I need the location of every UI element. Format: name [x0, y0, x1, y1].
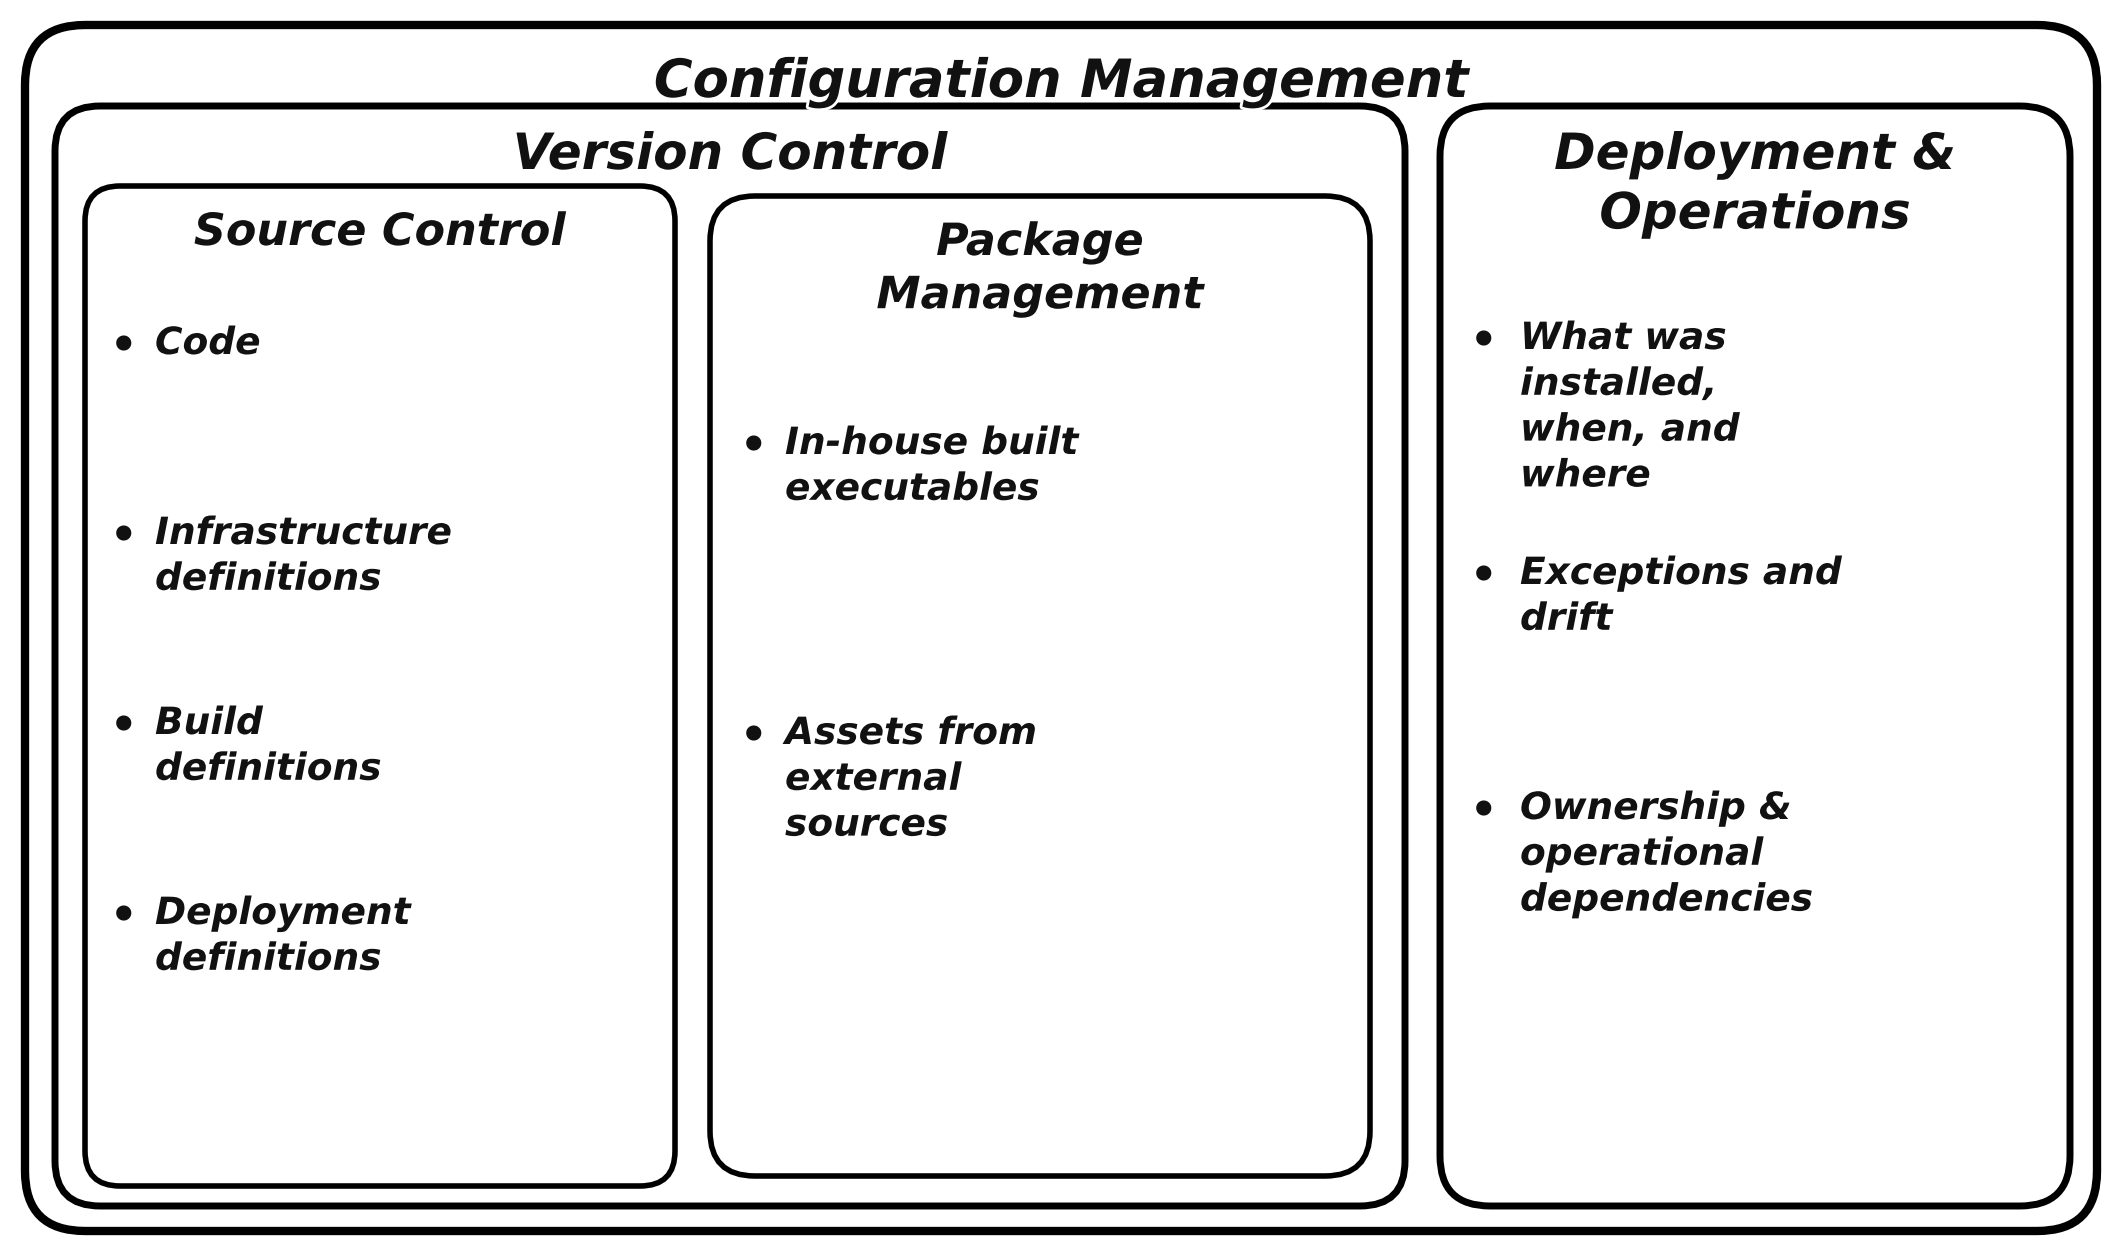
Text: What was
installed,
when, and
where: What was installed, when, and where — [1519, 322, 1740, 495]
Text: •: • — [110, 896, 138, 938]
FancyBboxPatch shape — [25, 25, 2097, 1231]
Text: In-house built
executables: In-house built executables — [785, 426, 1078, 507]
Text: Source Control: Source Control — [193, 211, 567, 254]
Text: •: • — [741, 716, 768, 759]
Text: Deployment
definitions: Deployment definitions — [155, 896, 412, 978]
Text: Infrastructure
definitions: Infrastructure definitions — [155, 516, 452, 598]
Text: •: • — [110, 327, 138, 368]
Text: •: • — [1471, 556, 1498, 598]
Text: Code: Code — [155, 327, 261, 362]
Text: Ownership &
operational
dependencies: Ownership & operational dependencies — [1519, 791, 1812, 918]
Text: Configuration Management: Configuration Management — [654, 57, 1468, 108]
Text: •: • — [1471, 322, 1498, 363]
Text: •: • — [110, 706, 138, 749]
Text: •: • — [741, 426, 768, 468]
Text: Package
Management: Package Management — [876, 221, 1203, 318]
Text: •: • — [1471, 791, 1498, 833]
FancyBboxPatch shape — [55, 106, 1405, 1206]
FancyBboxPatch shape — [85, 186, 675, 1186]
Text: Version Control: Version Control — [514, 131, 946, 180]
Text: Build
definitions: Build definitions — [155, 706, 382, 788]
FancyBboxPatch shape — [1441, 106, 2069, 1206]
Text: Exceptions and
drift: Exceptions and drift — [1519, 556, 1842, 638]
FancyBboxPatch shape — [711, 196, 1371, 1176]
Text: •: • — [110, 516, 138, 558]
Text: Assets from
external
sources: Assets from external sources — [785, 716, 1038, 844]
Text: Deployment &
Operations: Deployment & Operations — [1553, 131, 1956, 239]
